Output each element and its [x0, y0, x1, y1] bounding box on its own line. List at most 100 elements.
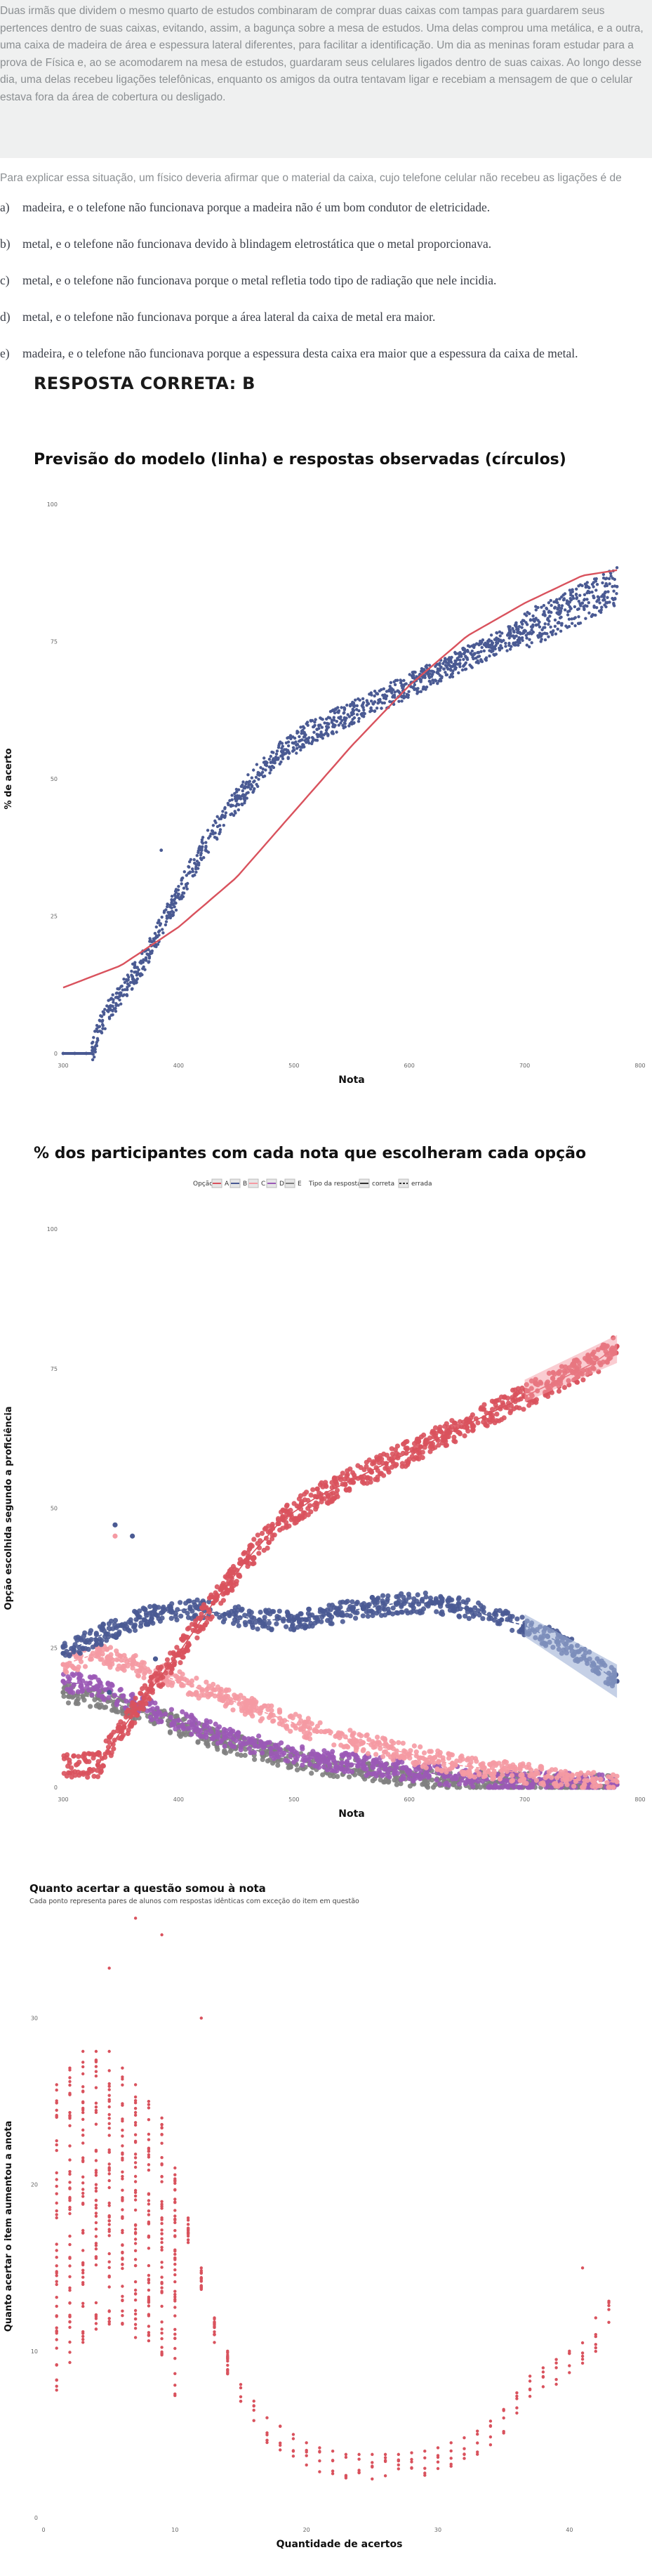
data-point — [102, 1687, 108, 1693]
data-point — [516, 638, 520, 642]
data-point — [394, 1461, 399, 1467]
data-point — [219, 1737, 225, 1744]
option-e[interactable]: e) madeira, e o telefone não funcionava p… — [0, 346, 652, 383]
option-d[interactable]: d) metal, e o telefone não funcionava por… — [0, 310, 652, 346]
data-point — [176, 1724, 182, 1730]
data-point — [429, 682, 432, 686]
data-point — [604, 590, 608, 594]
data-point — [609, 572, 613, 575]
data-point — [317, 1609, 323, 1615]
data-point — [418, 1434, 424, 1440]
data-point — [319, 716, 322, 720]
data-point — [60, 1643, 66, 1649]
data-point — [97, 1704, 102, 1710]
data-point — [568, 589, 572, 592]
data-point — [407, 690, 411, 693]
data-point — [604, 600, 608, 605]
data-point — [253, 1619, 258, 1625]
data-point — [440, 676, 444, 680]
data-point — [189, 1731, 194, 1737]
data-point — [65, 1700, 72, 1706]
data-point — [67, 1653, 72, 1659]
data-point — [335, 1774, 340, 1780]
data-point — [272, 765, 276, 770]
data-point — [416, 1773, 423, 1779]
option-c[interactable]: c) metal, e o telefone não funcionava por… — [0, 273, 652, 310]
data-point — [361, 697, 365, 701]
data-point — [201, 1693, 207, 1698]
y-tick-label: 50 — [51, 1506, 58, 1512]
data-point — [580, 1377, 586, 1383]
data-point — [100, 1015, 104, 1018]
data-point — [488, 654, 491, 658]
data-point — [114, 1004, 118, 1007]
data-point — [448, 676, 452, 679]
data-point — [540, 638, 543, 641]
data-point — [116, 987, 119, 991]
data-point — [60, 1678, 66, 1684]
data-point — [564, 1777, 570, 1782]
data-point — [552, 1767, 559, 1773]
data-point — [152, 1607, 158, 1612]
data-point — [597, 1783, 604, 1789]
data-point — [127, 975, 131, 979]
data-point — [65, 1686, 70, 1693]
data-point — [222, 815, 227, 820]
data-point — [347, 1728, 353, 1733]
data-point — [378, 1777, 383, 1783]
data-point — [614, 1779, 620, 1785]
data-point — [166, 902, 169, 906]
data-point — [291, 1626, 297, 1631]
data-point — [446, 1755, 452, 1761]
data-point — [380, 1754, 386, 1759]
data-point — [302, 726, 306, 730]
data-point — [245, 1563, 251, 1569]
data-point — [384, 1599, 390, 1605]
data-point — [140, 1702, 147, 1707]
data-point — [511, 626, 514, 631]
data-point — [90, 1644, 95, 1650]
option-b[interactable]: b) metal, e o telefone não funcionava dev… — [0, 237, 652, 273]
data-point — [465, 1757, 470, 1763]
data-point — [154, 936, 157, 940]
data-point — [72, 1773, 78, 1778]
data-point — [500, 631, 504, 635]
data-point — [465, 1597, 471, 1603]
data-point — [286, 744, 291, 748]
data-point — [262, 1615, 267, 1620]
data-point — [392, 1777, 397, 1783]
data-point — [122, 1626, 128, 1631]
data-point — [235, 1608, 241, 1613]
data-point — [227, 803, 230, 807]
data-point — [592, 596, 596, 600]
data-point — [142, 1606, 147, 1612]
data-point — [450, 655, 453, 659]
data-point — [411, 671, 414, 674]
data-point — [458, 662, 462, 665]
data-point — [543, 610, 546, 613]
data-point — [69, 1695, 75, 1700]
data-point — [583, 598, 587, 601]
data-point — [553, 606, 557, 610]
data-point — [338, 1763, 344, 1769]
data-point — [117, 1725, 123, 1730]
data-point — [233, 1695, 239, 1701]
data-point — [337, 723, 340, 727]
data-point — [536, 619, 540, 622]
data-point — [424, 1758, 430, 1763]
data-point — [328, 1729, 333, 1735]
data-point — [475, 642, 479, 645]
data-point — [484, 657, 487, 661]
data-point — [184, 1714, 189, 1719]
data-point — [138, 1690, 143, 1696]
y-axis-label: % de acerto — [4, 748, 14, 809]
data-point — [76, 1671, 82, 1677]
data-point — [322, 1608, 328, 1614]
data-point — [111, 993, 114, 997]
data-point — [444, 673, 448, 677]
data-point — [174, 895, 178, 899]
data-point — [612, 601, 616, 605]
option-a[interactable]: a) madeira, e o telefone não funcionava p… — [0, 200, 652, 237]
data-point — [525, 1785, 531, 1790]
data-point — [541, 613, 545, 617]
